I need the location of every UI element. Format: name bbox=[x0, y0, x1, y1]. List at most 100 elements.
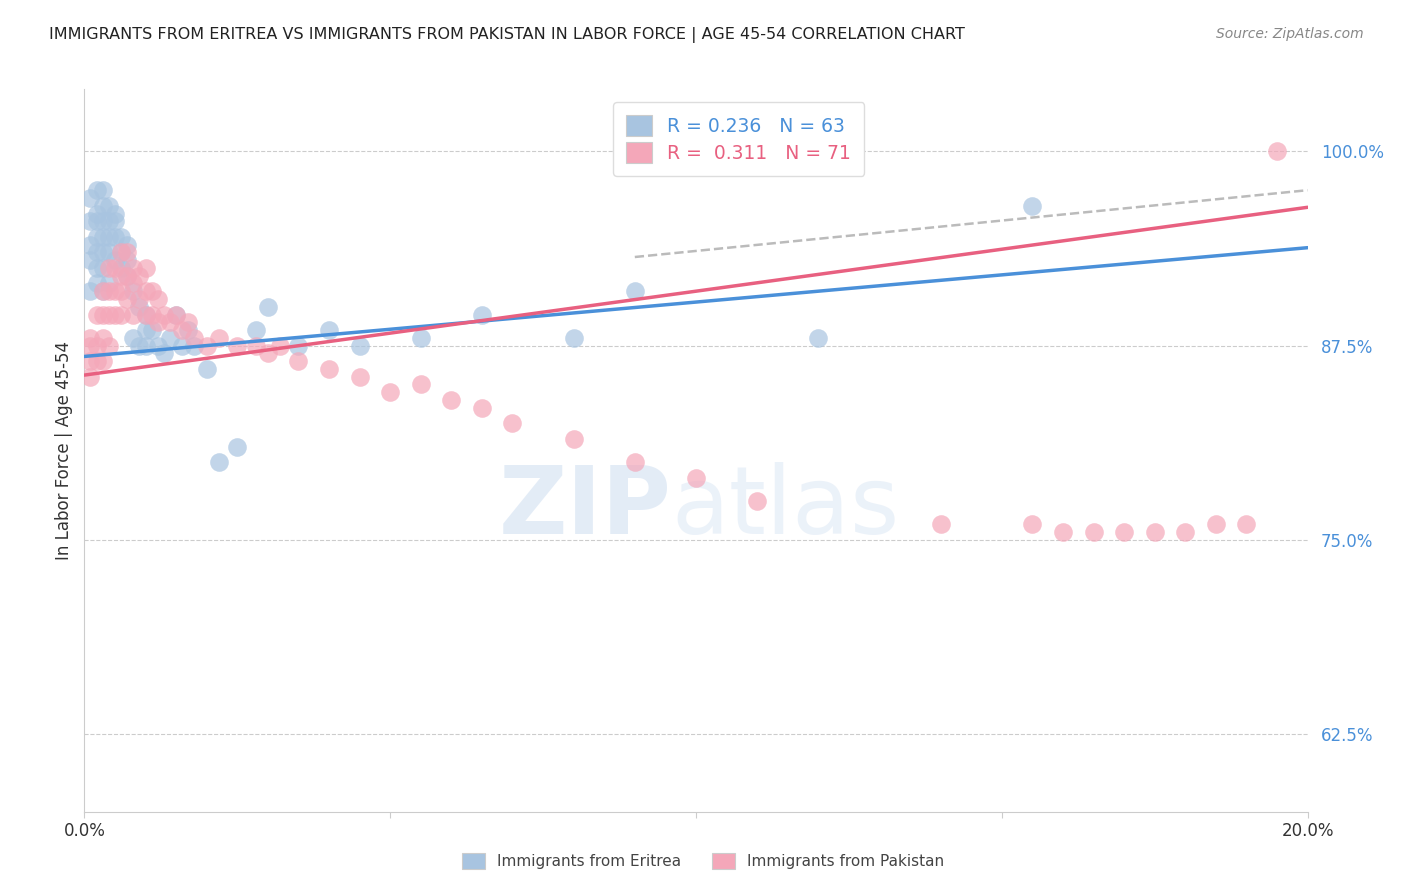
Point bbox=[380, 385, 402, 400]
Point bbox=[110, 260, 132, 275]
Point bbox=[86, 245, 108, 260]
Point bbox=[226, 338, 249, 352]
Point bbox=[562, 331, 585, 345]
Point bbox=[183, 338, 205, 352]
Point bbox=[128, 300, 150, 314]
Point bbox=[141, 323, 163, 337]
Point bbox=[177, 323, 200, 337]
Point bbox=[141, 308, 163, 322]
Point bbox=[91, 308, 114, 322]
Point bbox=[349, 338, 371, 352]
Point bbox=[807, 331, 830, 345]
Point bbox=[91, 199, 114, 213]
Point bbox=[91, 331, 114, 345]
Point bbox=[146, 338, 169, 352]
Point bbox=[1265, 145, 1288, 159]
Point bbox=[97, 229, 120, 244]
Point bbox=[245, 323, 267, 337]
Point bbox=[122, 331, 145, 345]
Point bbox=[86, 206, 108, 220]
Point bbox=[79, 369, 101, 384]
Point bbox=[208, 331, 231, 345]
Point bbox=[195, 362, 218, 376]
Point bbox=[172, 338, 194, 352]
Point bbox=[141, 284, 163, 298]
Point bbox=[226, 440, 249, 454]
Point bbox=[79, 331, 101, 345]
Point bbox=[471, 308, 494, 322]
Point bbox=[287, 338, 309, 352]
Point bbox=[318, 362, 340, 376]
Point bbox=[159, 315, 181, 329]
Legend: R = 0.236   N = 63, R =  0.311   N = 71: R = 0.236 N = 63, R = 0.311 N = 71 bbox=[613, 103, 865, 176]
Point bbox=[115, 245, 138, 260]
Point bbox=[97, 308, 120, 322]
Point bbox=[135, 338, 157, 352]
Point bbox=[440, 392, 463, 407]
Point bbox=[104, 214, 127, 228]
Point bbox=[110, 308, 132, 322]
Point bbox=[110, 284, 132, 298]
Point bbox=[115, 253, 138, 268]
Point bbox=[79, 237, 101, 252]
Point bbox=[104, 308, 127, 322]
Point bbox=[97, 260, 120, 275]
Point bbox=[104, 284, 127, 298]
Point bbox=[79, 253, 101, 268]
Point bbox=[1174, 524, 1197, 539]
Point bbox=[97, 284, 120, 298]
Point bbox=[685, 470, 707, 484]
Point bbox=[208, 455, 231, 469]
Point bbox=[86, 354, 108, 368]
Point bbox=[1205, 517, 1227, 532]
Point bbox=[104, 206, 127, 220]
Point bbox=[135, 308, 157, 322]
Point bbox=[1021, 199, 1043, 213]
Point bbox=[122, 277, 145, 291]
Point bbox=[172, 323, 194, 337]
Point bbox=[79, 214, 101, 228]
Point bbox=[79, 338, 101, 352]
Point bbox=[104, 253, 127, 268]
Legend: Immigrants from Eritrea, Immigrants from Pakistan: Immigrants from Eritrea, Immigrants from… bbox=[456, 847, 950, 875]
Point bbox=[86, 338, 108, 352]
Point bbox=[104, 229, 127, 244]
Point bbox=[86, 229, 108, 244]
Point bbox=[97, 199, 120, 213]
Point bbox=[159, 331, 181, 345]
Point bbox=[128, 268, 150, 283]
Point bbox=[115, 268, 138, 283]
Point bbox=[349, 369, 371, 384]
Point bbox=[91, 260, 114, 275]
Point bbox=[122, 284, 145, 298]
Point bbox=[135, 308, 157, 322]
Point bbox=[91, 284, 114, 298]
Point bbox=[104, 260, 127, 275]
Point bbox=[146, 292, 169, 306]
Point bbox=[153, 308, 176, 322]
Point bbox=[91, 183, 114, 197]
Point bbox=[195, 338, 218, 352]
Point bbox=[1083, 524, 1105, 539]
Point bbox=[1236, 517, 1258, 532]
Text: ZIP: ZIP bbox=[499, 462, 672, 554]
Point bbox=[287, 354, 309, 368]
Point bbox=[1021, 517, 1043, 532]
Point bbox=[86, 214, 108, 228]
Point bbox=[257, 346, 280, 360]
Point bbox=[165, 308, 187, 322]
Point bbox=[1052, 524, 1074, 539]
Point bbox=[110, 245, 132, 260]
Point bbox=[122, 308, 145, 322]
Point bbox=[1114, 524, 1136, 539]
Point bbox=[122, 260, 145, 275]
Point bbox=[115, 237, 138, 252]
Point bbox=[110, 268, 132, 283]
Point bbox=[97, 277, 120, 291]
Point bbox=[562, 432, 585, 446]
Point bbox=[97, 245, 120, 260]
Point bbox=[135, 260, 157, 275]
Point bbox=[146, 315, 169, 329]
Point bbox=[502, 417, 524, 431]
Point bbox=[624, 455, 647, 469]
